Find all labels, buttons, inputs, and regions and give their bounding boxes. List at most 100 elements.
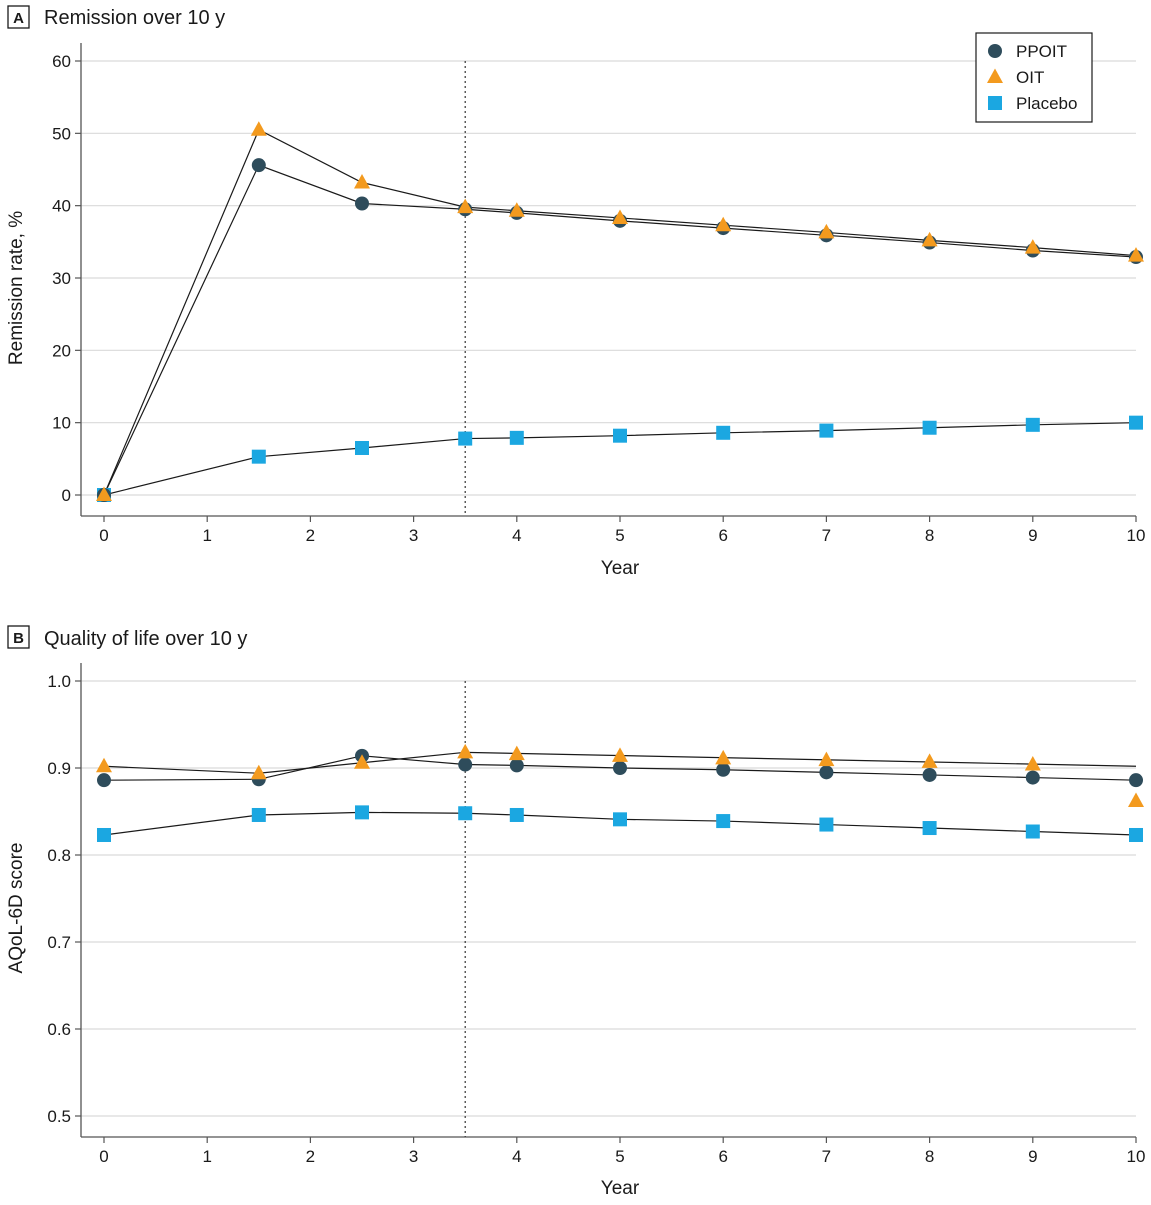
point-oit [612, 209, 628, 224]
legend-label-ppoit: PPOIT [1016, 42, 1067, 61]
point-oit [457, 198, 474, 214]
point-oit [250, 121, 267, 136]
point-placebo [1025, 417, 1040, 432]
x-tick-label: 2 [306, 526, 315, 545]
y-tick-label: 0 [62, 486, 71, 505]
x-tick-label: 1 [202, 1147, 211, 1166]
x-tick-label: 3 [409, 1147, 418, 1166]
x-tick-label: 5 [615, 1147, 624, 1166]
panel-a-header: A Remission over 10 y [7, 5, 225, 29]
point-placebo [509, 807, 524, 822]
x-tick-label: 10 [1127, 1147, 1146, 1166]
panel-a-title: Remission over 10 y [44, 7, 225, 29]
point-ppoit [819, 765, 834, 780]
y-axis-label: Remission rate, % [6, 211, 27, 365]
x-axis-label: Year [601, 558, 640, 579]
point-ppoit [509, 758, 524, 773]
point-oit [457, 743, 474, 759]
point-ppoit [355, 196, 369, 211]
panel-b-letter-box [7, 625, 30, 649]
y-tick-label: 30 [52, 269, 71, 288]
y-tick-label: 0.5 [47, 1107, 71, 1126]
y-tick-label: 50 [52, 124, 71, 143]
panel-a-letter: A [13, 10, 24, 27]
x-tick-label: 0 [99, 1147, 108, 1166]
point-oit [1128, 792, 1144, 808]
point-placebo [613, 428, 627, 443]
point-ppoit [458, 757, 473, 772]
point-oit [354, 174, 370, 189]
point-ppoit [97, 773, 111, 788]
legend-label-oit: OIT [1016, 68, 1044, 87]
point-oit [818, 751, 835, 767]
point-oit [612, 747, 628, 762]
panel-b-letter: B [13, 630, 24, 647]
point-placebo [458, 431, 473, 446]
point-placebo [716, 814, 731, 829]
point-oit [1024, 756, 1041, 771]
legend-label-placebo: Placebo [1016, 94, 1077, 113]
point-oit [1128, 247, 1144, 262]
legend-marker-oit [987, 68, 1003, 83]
x-tick-label: 6 [718, 526, 727, 545]
point-ppoit [1025, 770, 1040, 785]
panel-b-title: Quality of life over 10 y [44, 628, 247, 650]
panel-b-chart: 0.5 0.6 0.7 0.8 0.9 1.0 0 1 2 3 4 5 6 7 8 9 10 Year AQoL-6… [6, 663, 1145, 1199]
y-tick-label: 0.9 [47, 759, 71, 778]
panel-a-chart: 0 10 20 30 40 50 60 0 1 2 3 4 5 6 7 8 9 10 Year Remission r… [6, 32, 1146, 579]
point-placebo [613, 812, 627, 827]
legend-marker-placebo [988, 96, 1002, 110]
legend: PPOIT OIT Placebo [975, 32, 1093, 123]
x-tick-label: 7 [822, 526, 831, 545]
y-tick-label: 1.0 [47, 672, 71, 691]
point-placebo [1129, 415, 1143, 430]
x-axis-label: Year [601, 1178, 640, 1199]
y-tick-label: 20 [52, 341, 71, 360]
point-ppoit [613, 761, 627, 775]
y-axis-label: AQoL-6D score [6, 843, 27, 974]
x-tick-label: 1 [202, 526, 211, 545]
point-placebo [922, 821, 937, 836]
point-placebo [355, 805, 369, 820]
point-oit [508, 745, 525, 761]
point-placebo [458, 806, 473, 821]
y-tick-label: 0.6 [47, 1020, 71, 1039]
x-tick-label: 9 [1028, 526, 1037, 545]
y-tick-label: 60 [52, 52, 71, 71]
point-placebo [716, 425, 731, 440]
point-oit [250, 764, 267, 780]
point-oit [354, 754, 370, 769]
point-ppoit [922, 767, 937, 782]
x-tick-label: 0 [99, 526, 108, 545]
point-oit [1024, 239, 1041, 254]
y-tick-label: 0.8 [47, 846, 71, 865]
x-tick-label: 4 [512, 1147, 521, 1166]
point-ppoit [716, 762, 731, 777]
point-placebo [819, 423, 834, 438]
x-tick-label: 5 [615, 526, 624, 545]
x-tick-label: 7 [822, 1147, 831, 1166]
y-tick-label: 0.7 [47, 933, 71, 952]
x-tick-label: 10 [1127, 526, 1146, 545]
point-ppoit [251, 158, 266, 173]
point-placebo [922, 420, 937, 435]
point-oit [96, 486, 112, 501]
point-oit [715, 749, 732, 765]
x-tick-label: 3 [409, 526, 418, 545]
point-placebo [97, 827, 111, 842]
x-tick-label: 6 [718, 1147, 727, 1166]
point-oit [921, 231, 938, 247]
point-placebo [355, 440, 369, 455]
x-tick-label: 2 [306, 1147, 315, 1166]
point-oit [96, 757, 112, 773]
point-ppoit [1129, 773, 1143, 788]
legend-marker-ppoit [988, 44, 1002, 58]
point-oit [921, 753, 938, 768]
x-tick-label: 4 [512, 526, 521, 545]
point-placebo [1129, 827, 1143, 842]
y-tick-label: 10 [52, 414, 71, 433]
point-placebo [251, 449, 266, 464]
point-placebo [819, 817, 834, 832]
point-oit [818, 223, 835, 239]
